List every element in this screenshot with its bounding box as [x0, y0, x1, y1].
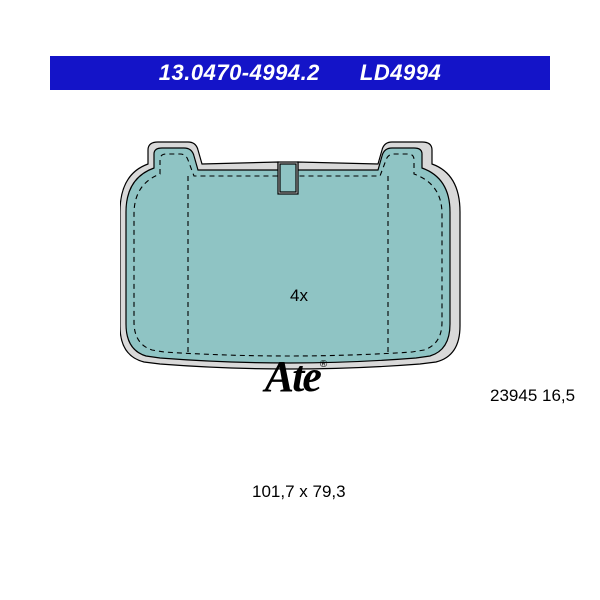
dimensions-label: 101,7 x 79,3: [252, 482, 346, 502]
registered-mark: ®: [320, 359, 327, 370]
product-code: LD4994: [360, 60, 441, 86]
diagram-area: 4x Ate® 23945 16,5 101,7 x 79,3: [0, 110, 600, 600]
header-bar: 13.0470-4994.2 LD4994: [50, 56, 550, 90]
part-number: 13.0470-4994.2: [159, 60, 320, 86]
brand-logo: Ate®: [246, 355, 346, 399]
quantity-label: 4x: [290, 286, 308, 306]
side-code-label: 23945 16,5: [490, 386, 575, 406]
logo-text: Ate: [265, 352, 320, 401]
